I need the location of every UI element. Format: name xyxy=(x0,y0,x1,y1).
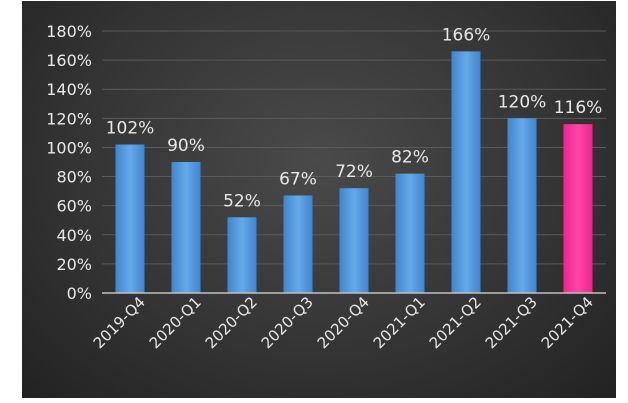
bar xyxy=(451,51,481,293)
y-tick-label: 40% xyxy=(56,226,92,245)
x-tick-label: 2021-Q3 xyxy=(482,293,541,352)
x-tick-label: 2020-Q1 xyxy=(146,293,205,352)
bar xyxy=(227,217,257,293)
x-tick-label: 2019-Q4 xyxy=(90,293,149,352)
x-tick-label: 2021-Q1 xyxy=(370,293,429,352)
bar xyxy=(507,118,537,293)
y-tick-label: 0% xyxy=(67,284,92,303)
x-tick-label: 2020-Q4 xyxy=(314,293,373,352)
y-tick-label: 120% xyxy=(46,109,92,128)
y-tick-label: 80% xyxy=(56,168,92,187)
data-label: 102% xyxy=(106,119,155,139)
y-tick-label: 60% xyxy=(56,197,92,216)
y-tick-label: 20% xyxy=(56,255,92,274)
y-tick-label: 100% xyxy=(46,138,92,157)
bar xyxy=(171,162,201,293)
y-tick-label: 160% xyxy=(46,51,92,70)
bars xyxy=(115,51,593,294)
data-label: 82% xyxy=(391,148,429,168)
data-label: 116% xyxy=(554,98,603,118)
chart-frame: 0% 20% 40% 60% 80% 100% 120% 140% 160% 180% 102% 9… xyxy=(22,1,616,398)
x-axis-tick-labels: 2019-Q42020-Q12020-Q22020-Q32020-Q42021-… xyxy=(90,293,597,352)
bar xyxy=(283,195,313,293)
x-tick-label: 2021-Q2 xyxy=(426,293,485,352)
data-labels: 102% 90% 52% 67% 72% 82% 166% 120% 116% xyxy=(106,25,603,211)
data-label: 90% xyxy=(167,136,205,156)
data-label: 166% xyxy=(442,25,491,45)
data-label: 67% xyxy=(279,169,317,189)
bar xyxy=(395,173,425,293)
bar-chart: 0% 20% 40% 60% 80% 100% 120% 140% 160% 180% 102% 9… xyxy=(46,22,606,352)
bar xyxy=(115,144,145,293)
bar xyxy=(339,188,369,293)
data-label: 72% xyxy=(335,162,373,182)
data-label: 52% xyxy=(223,191,261,211)
bar-highlighted xyxy=(563,124,593,294)
y-axis-tick-labels: 0% 20% 40% 60% 80% 100% 120% 140% 160% 180% xyxy=(46,22,92,303)
y-tick-label: 180% xyxy=(46,22,92,41)
x-tick-label: 2021-Q4 xyxy=(538,293,597,352)
y-tick-label: 140% xyxy=(46,80,92,99)
x-tick-label: 2020-Q2 xyxy=(202,293,261,352)
x-tick-label: 2020-Q3 xyxy=(258,293,317,352)
data-label: 120% xyxy=(498,92,547,112)
